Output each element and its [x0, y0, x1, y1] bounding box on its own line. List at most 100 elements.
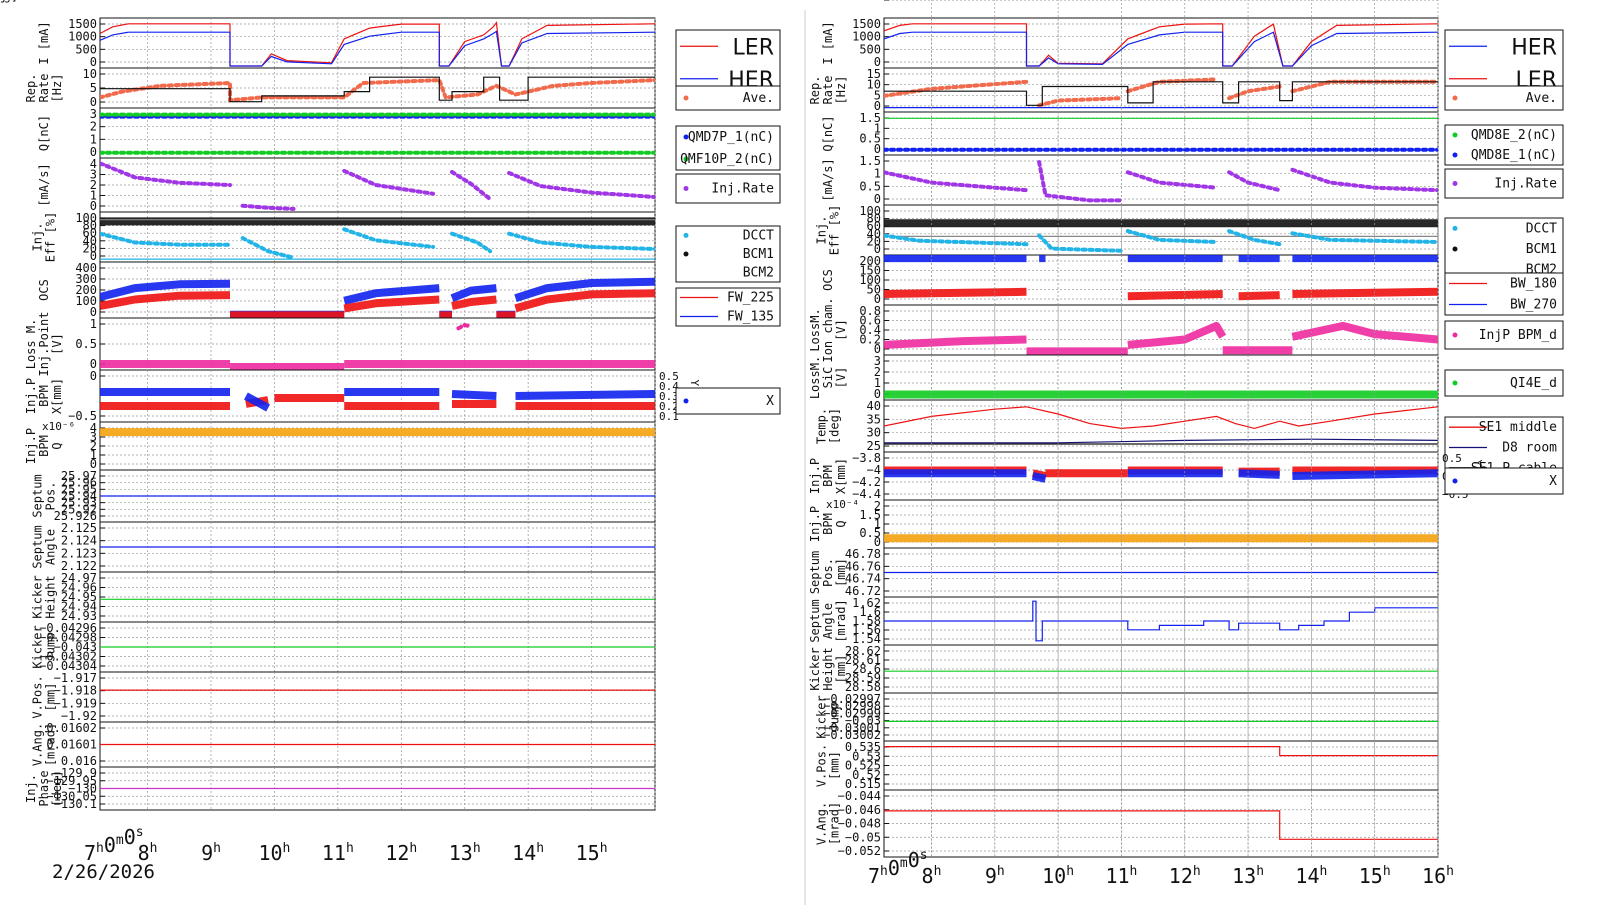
y-tick-label: 200 [75, 283, 97, 297]
y-tick-label: 2 [90, 178, 97, 192]
y-tick-label: 1.5 [859, 111, 881, 125]
y-tick-label: −130.1 [54, 797, 97, 811]
y-tick-label: 0.016 [61, 754, 97, 768]
legend: X [1444, 467, 1564, 495]
legend-marker [1452, 246, 1458, 252]
y-tick-label: 1000 [852, 30, 881, 44]
y-axis-label: Inj. [815, 216, 829, 245]
series-pink-trace [456, 322, 474, 331]
legend-label: QMD8E_1(nC) [1471, 148, 1557, 163]
y-axis-label: I [mA] [821, 21, 835, 64]
series-x [1238, 469, 1280, 479]
series-inj-rate [1290, 167, 1438, 193]
y-axis-label: Rep. [808, 76, 822, 105]
x-tick-label: 10h [1042, 864, 1074, 888]
legend-label: BCM2 [743, 266, 774, 281]
x-tick-label: 13h [449, 841, 481, 865]
y-tick-label: −0.03 [845, 714, 881, 728]
y-axis-label: Ion cham. [821, 297, 835, 362]
legend-label: QMD7P_1(nC) [688, 130, 774, 145]
left-panel-loss-monitor: 1 0.5 0 Loss M. Inj.Point [V] [24, 311, 656, 377]
series-injp-bpm-d [884, 335, 1027, 349]
grid [100, 572, 656, 622]
x-tick-label: 7h0m0s [868, 848, 928, 888]
y-tick-label: 1.5 [859, 154, 881, 168]
series-se1-middle [884, 406, 1438, 430]
y-tick-label: −0.02998 [823, 699, 881, 713]
y-tick-label: 500 [75, 42, 97, 56]
series-ave- [884, 79, 1029, 98]
grid [884, 790, 1439, 857]
y-tick-label: 150 [859, 264, 881, 278]
series-black-trace [884, 81, 1438, 106]
x-tick-label: 11h [322, 841, 354, 865]
series-dcct [1290, 231, 1438, 244]
y-tick-label: 2 [874, 365, 881, 379]
y-tick-label: 1000 [68, 30, 97, 44]
legend: Inj.Rate [675, 173, 781, 204]
y-tick-label: 25.95 [61, 482, 97, 496]
legend-marker [683, 232, 689, 238]
legend: X [675, 387, 781, 415]
series-bw-180 [884, 287, 1027, 298]
y-tick-label: 1 [90, 189, 97, 203]
legend: DCCT BCM1 BCM2 [675, 225, 781, 283]
y-tick-label: 0 [90, 357, 97, 371]
legend-marker [1452, 152, 1458, 158]
y-tick-label: 1.58 [852, 614, 881, 628]
y-axis-label: [V] [834, 367, 848, 389]
y-tick-label: 2.124 [61, 534, 97, 548]
y-tick-label: 0 [874, 387, 881, 401]
y-tick-label: 10 [83, 67, 97, 81]
right-tick-label: 0.2 [659, 400, 679, 413]
legend-marker [683, 134, 689, 140]
legend-label: Inj.Rate [1494, 177, 1557, 192]
left-panel-v-pos: −1.917−1.918−1.919−1.92 V.Pos. [mm] [31, 671, 656, 723]
series-ave- [100, 78, 655, 103]
y-tick-label: 25 [867, 439, 881, 453]
y-tick-label: −1.917 [54, 671, 97, 685]
y-tick-label: 4 [90, 421, 97, 435]
y-axis-label: Phase [37, 770, 51, 806]
y-tick-label: 0 [874, 99, 881, 113]
y-axis-label: V.Pos. [31, 675, 45, 718]
right-panel-kicker-jump: −0.02997−0.02998−0.02999−0.03−0.03001−0.… [815, 692, 1439, 742]
y-tick-label: 28.6 [852, 662, 881, 676]
y-tick-label: 20 [867, 234, 881, 248]
legend-label: LER [733, 35, 774, 60]
y-tick-label: 0.4 [859, 323, 881, 337]
y-tick-label: −3.8 [852, 451, 881, 465]
y-axis-label: Kicker [31, 575, 45, 618]
y-multiplier: x10⁻⁴ [826, 498, 859, 511]
y-tick-label: 28.61 [845, 653, 881, 667]
y-tick-label: 100 [859, 273, 881, 287]
panel-frame [883, 204, 1439, 256]
y-axis-label: Kicker [31, 625, 45, 668]
y-tick-label: 1 [874, 121, 881, 135]
y-tick-label: 1.62 [852, 596, 881, 610]
y-tick-label: 200 [859, 254, 881, 268]
y-tick-label: 80 [867, 212, 881, 226]
right-tick-label: 0.5 [1442, 452, 1462, 465]
y-axis-label: Rate [821, 76, 835, 105]
y-axis-label: SiC [821, 367, 835, 389]
y-tick-label: 1500 [68, 17, 97, 31]
legend-label: X [1549, 474, 1557, 489]
y-axis-label: [mrad] [44, 723, 58, 766]
y-tick-label: 40 [83, 234, 97, 248]
y-tick-label: 0 [874, 342, 881, 356]
legend-marker [1452, 478, 1458, 484]
y-axis-label: [deg] [50, 770, 64, 806]
legend-label: HER [1511, 35, 1557, 60]
y-tick-label: −0.046 [838, 803, 881, 817]
y-tick-label: 0 [90, 55, 97, 69]
y-axis-label: X[mm] [834, 458, 848, 494]
right-panel-septum-angle: 1.621.61.581.561.54 Septum Angle [mrad] [808, 596, 1439, 646]
